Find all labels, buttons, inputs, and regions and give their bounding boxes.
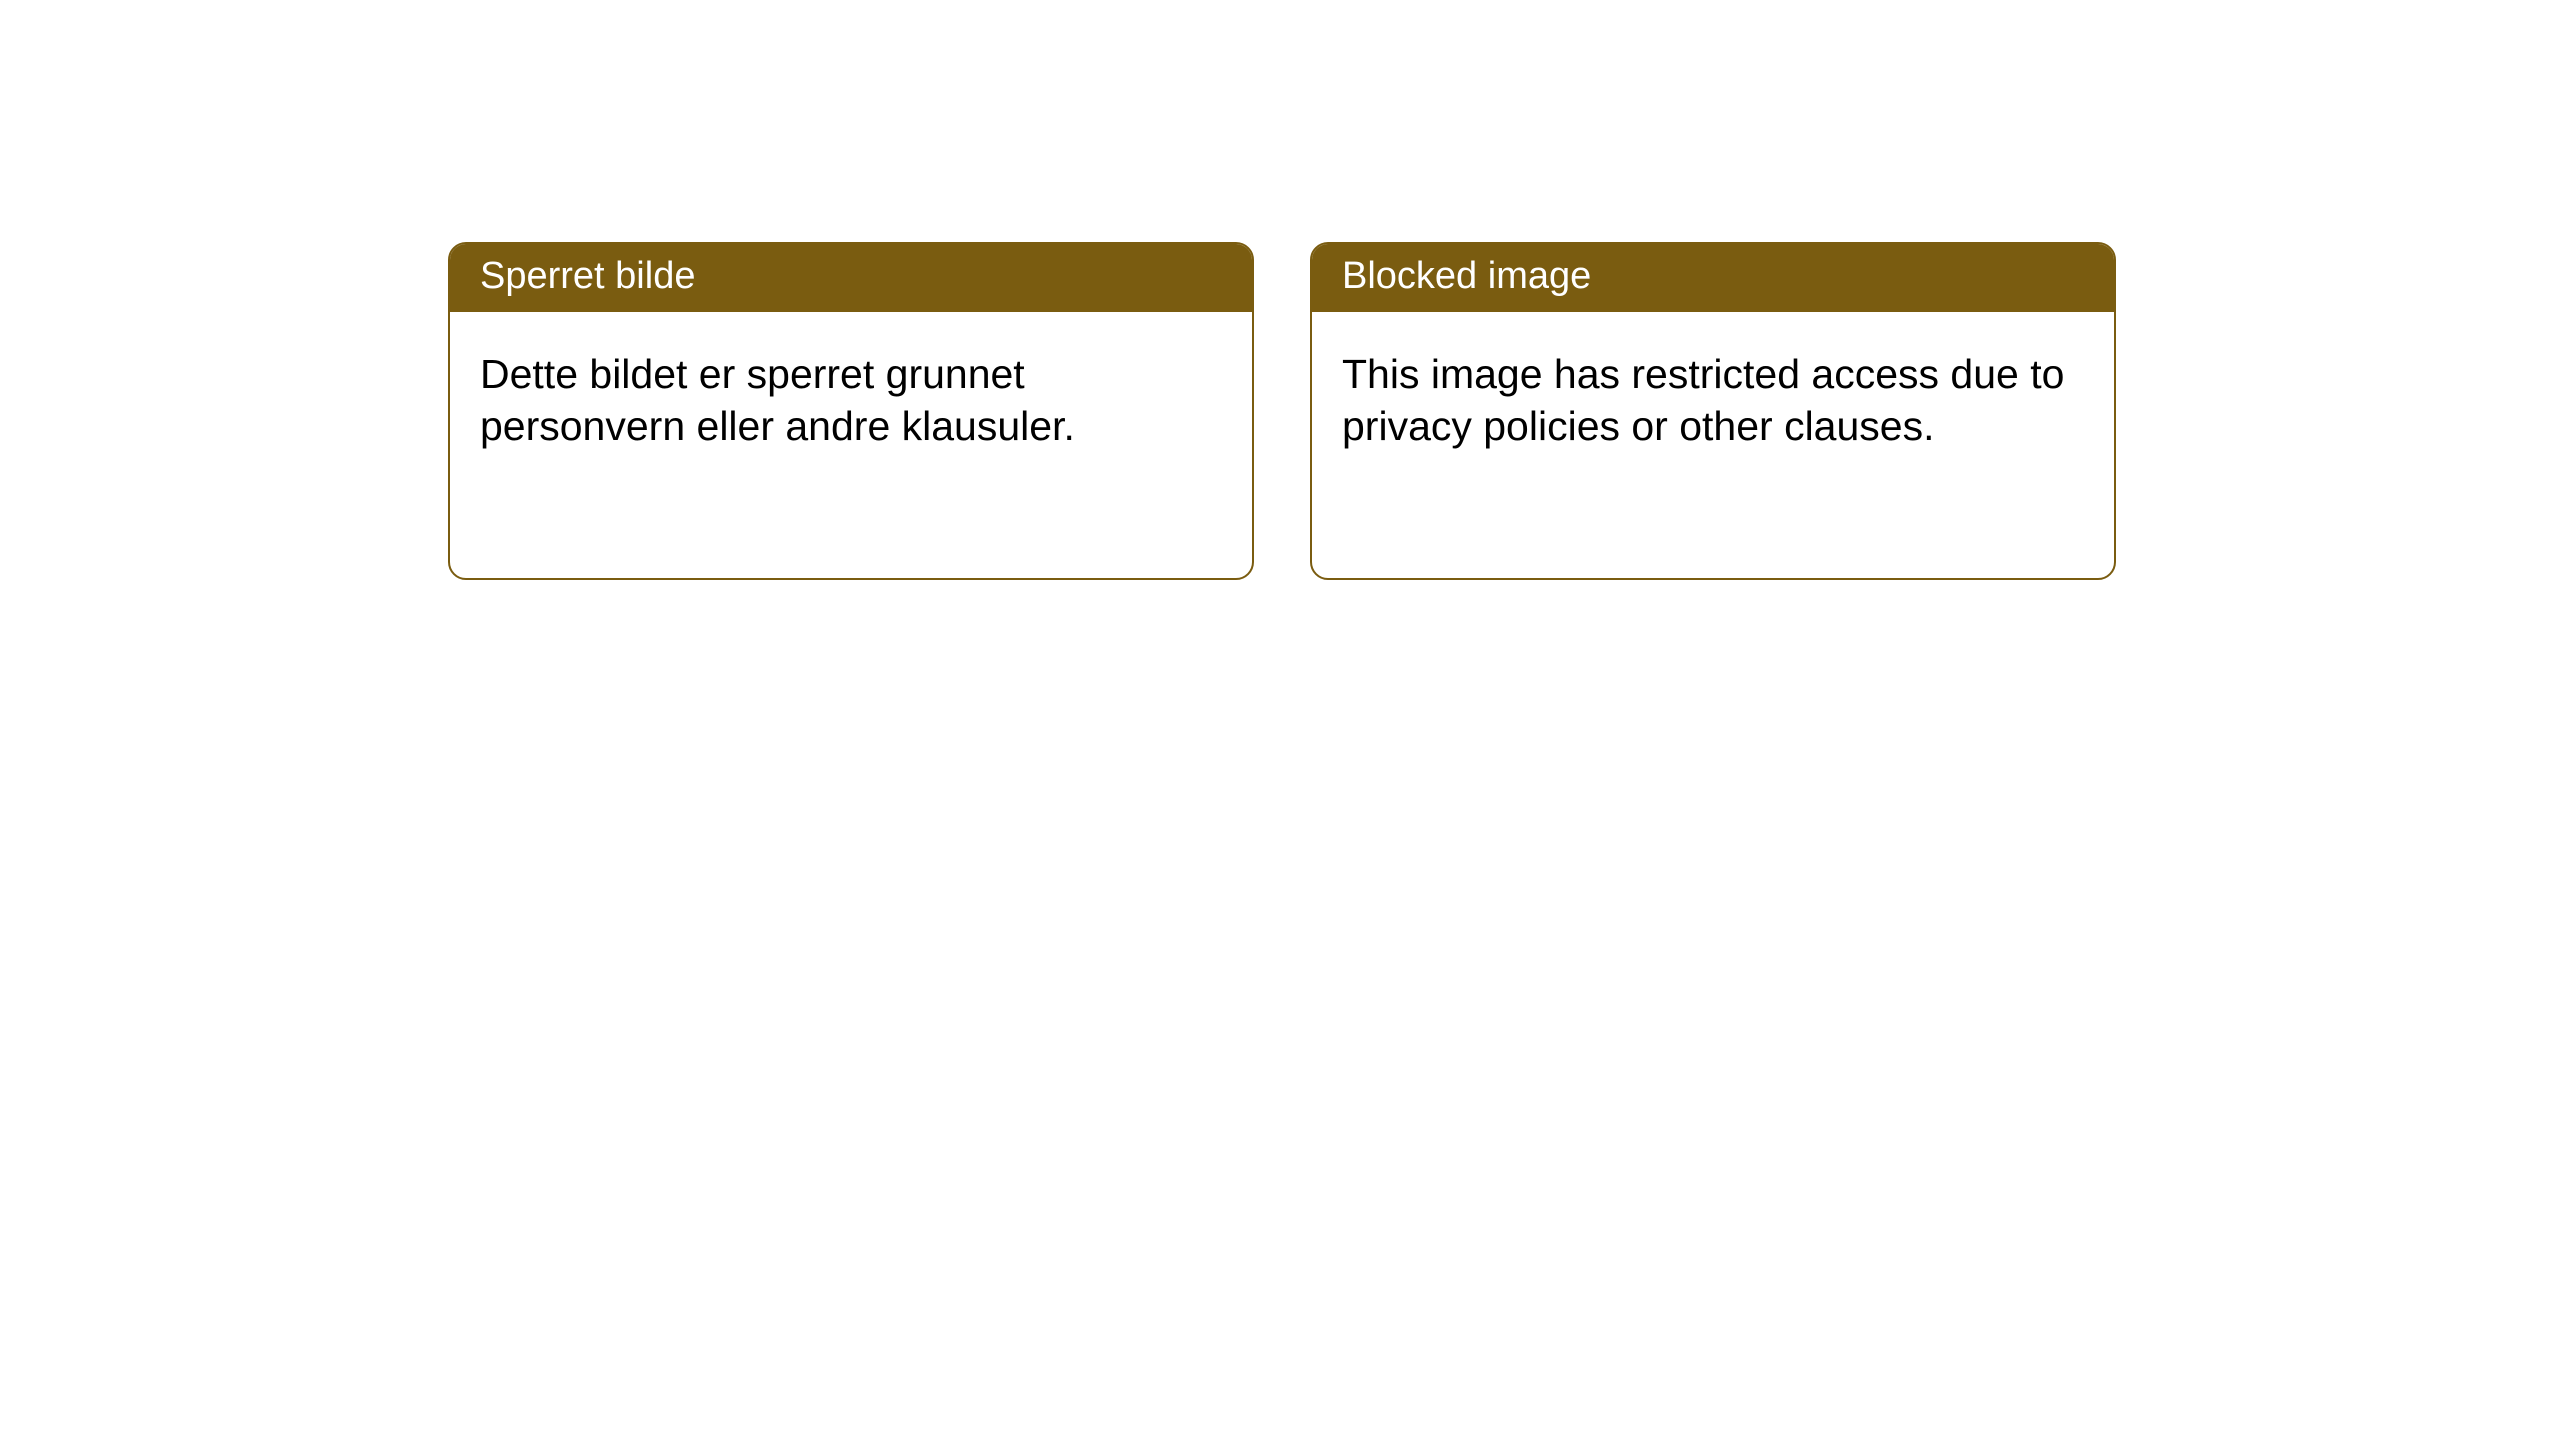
- panel-norwegian: Sperret bilde Dette bildet er sperret gr…: [448, 242, 1254, 580]
- panel-english-title: Blocked image: [1312, 244, 2114, 312]
- panel-english: Blocked image This image has restricted …: [1310, 242, 2116, 580]
- panel-english-body: This image has restricted access due to …: [1312, 312, 2114, 482]
- notice-panels-container: Sperret bilde Dette bildet er sperret gr…: [448, 242, 2116, 580]
- panel-norwegian-title: Sperret bilde: [450, 244, 1252, 312]
- panel-norwegian-body: Dette bildet er sperret grunnet personve…: [450, 312, 1252, 482]
